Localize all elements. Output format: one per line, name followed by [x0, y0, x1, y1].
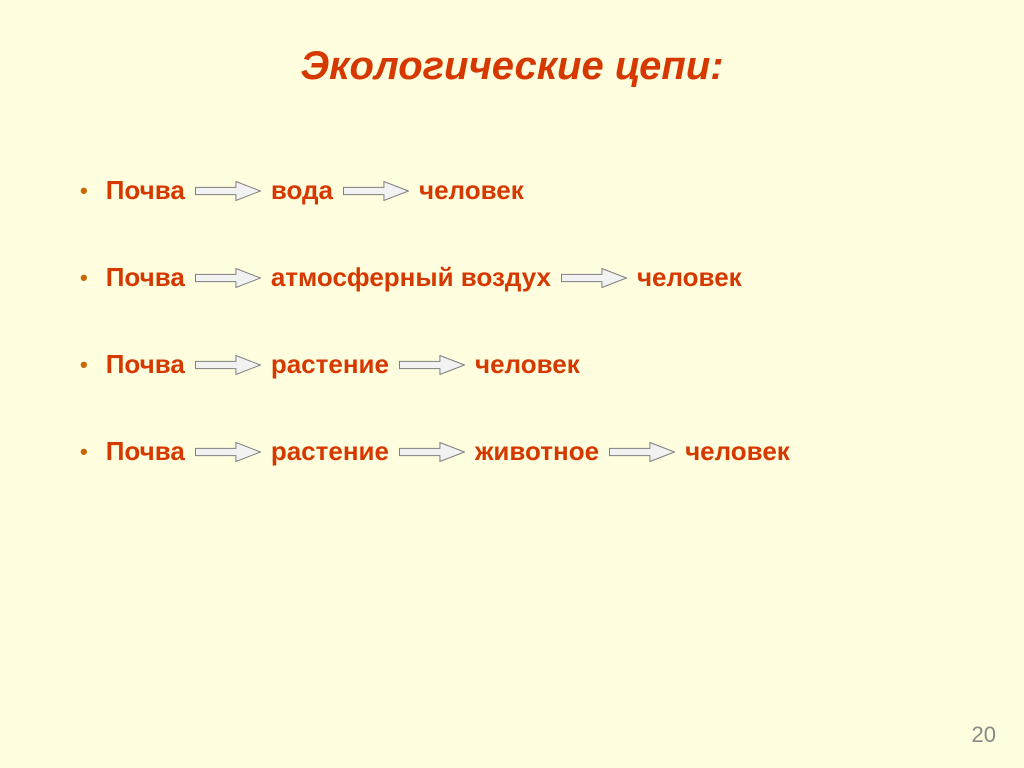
chain-term: атмосферный воздух — [271, 262, 551, 293]
chain-term: растение — [271, 436, 389, 467]
arrow-icon — [343, 181, 409, 201]
chain-term: Почва — [106, 262, 185, 293]
arrow-icon — [195, 355, 261, 375]
arrow-icon — [399, 442, 465, 462]
bullet-icon: • — [80, 267, 88, 289]
bullet-icon: • — [80, 354, 88, 376]
arrow-icon — [609, 442, 675, 462]
chain-term: Почва — [106, 175, 185, 206]
chain-term: человек — [637, 262, 742, 293]
chain-term: растение — [271, 349, 389, 380]
slide: Экологические цепи: • Почва вода человек • По… — [0, 0, 1024, 768]
page-number: 20 — [972, 722, 996, 748]
chain-term: Почва — [106, 349, 185, 380]
chain-term: животное — [475, 436, 599, 467]
arrow-icon — [561, 268, 627, 288]
bullet-icon: • — [80, 180, 88, 202]
chain-row: • Почва вода человек — [80, 175, 964, 206]
chain-term: человек — [685, 436, 790, 467]
chain-term: Почва — [106, 436, 185, 467]
chains-container: • Почва вода человек • Почва атмосферный возду… — [80, 175, 964, 523]
arrow-icon — [195, 268, 261, 288]
bullet-icon: • — [80, 441, 88, 463]
chain-term: вода — [271, 175, 333, 206]
chain-term: человек — [419, 175, 524, 206]
chain-row: • Почва растение человек — [80, 349, 964, 380]
chain-term: человек — [475, 349, 580, 380]
arrow-icon — [195, 181, 261, 201]
chain-row: • Почва атмосферный воздух человек — [80, 262, 964, 293]
slide-title: Экологические цепи: — [0, 44, 1024, 89]
chain-row: • Почва растение животное человек — [80, 436, 964, 467]
arrow-icon — [195, 442, 261, 462]
arrow-icon — [399, 355, 465, 375]
